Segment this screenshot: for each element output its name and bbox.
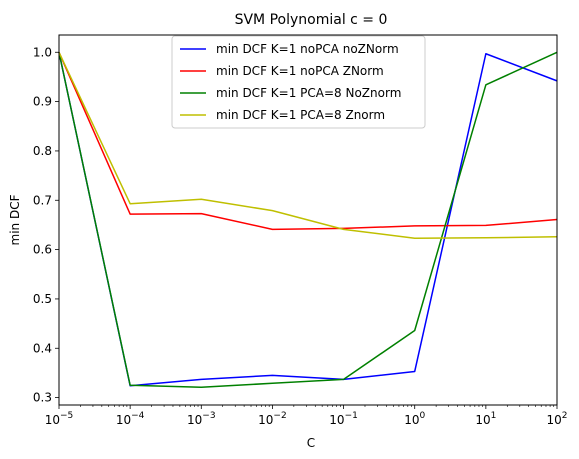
y-tick-label-8: 1.0 — [33, 45, 52, 59]
series-line-2 — [58, 51, 558, 231]
chart-title: SVM Polynomial c = 0 — [235, 12, 388, 28]
x-tick-label-6: 100 — [404, 411, 425, 427]
x-tick-label-1: 10−5 — [45, 411, 74, 427]
series-line-1 — [58, 52, 558, 387]
x-tick-label-4: 10−2 — [258, 411, 287, 427]
x-tick-label-5: 10−1 — [329, 411, 358, 427]
series-line-3 — [58, 51, 558, 388]
x-tick-label-3: 10−3 — [187, 411, 216, 427]
y-tick-label-5: 0.7 — [33, 193, 52, 207]
x-axis-label: C — [307, 436, 315, 450]
tick-layer: 10−5 10−4 10−3 10−2 10−1 100 101 102 0.3 0.4 0.5 0.… — [33, 45, 568, 427]
series-layer — [58, 51, 558, 388]
x-tick-label-7: 101 — [475, 411, 496, 427]
y-tick-label-6: 0.8 — [33, 144, 52, 158]
legend: min DCF K=1 noPCA noZNorm min DCF K=1 noP… — [171, 35, 426, 129]
x-tick-label-2: 10−4 — [116, 411, 145, 427]
legend-label-2: min DCF K=1 noPCA ZNorm — [216, 64, 384, 78]
legend-label-4: min DCF K=1 PCA=8 Znorm — [216, 108, 385, 122]
plot-frame — [58, 34, 558, 406]
series-line-4 — [58, 51, 558, 239]
legend-box — [171, 35, 426, 129]
legend-label-1: min DCF K=1 noPCA noZNorm — [216, 42, 399, 56]
x-tick-label-8: 102 — [546, 411, 567, 427]
y-tick-label-1: 0.3 — [33, 391, 52, 405]
y-tick-label-2: 0.4 — [33, 341, 52, 355]
y-tick-label-4: 0.6 — [33, 243, 52, 257]
legend-label-3: min DCF K=1 PCA=8 NoZnorm — [216, 86, 401, 100]
y-tick-label-3: 0.5 — [33, 292, 52, 306]
y-tick-label-7: 0.9 — [33, 95, 52, 109]
y-axis-label: min DCF — [8, 194, 22, 245]
